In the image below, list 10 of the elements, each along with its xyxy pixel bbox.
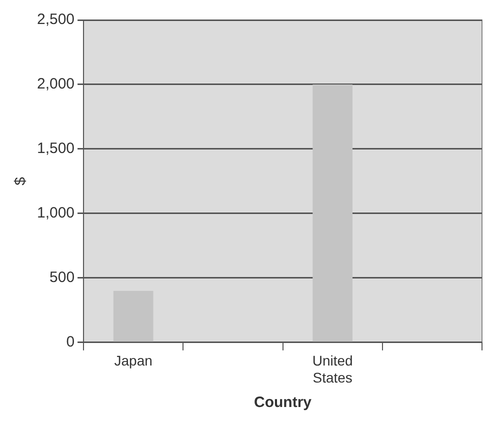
y-tick-label: 1,000 — [36, 204, 75, 222]
x-tick-label: United States — [312, 352, 353, 386]
y-tick-label: 500 — [50, 269, 75, 286]
y-tick-label: 2,000 — [36, 76, 75, 93]
x-tick-label: Japan — [114, 352, 152, 369]
y-tick-label: 1,500 — [36, 140, 75, 158]
x-axis-title: Country — [254, 394, 312, 412]
y-tick-label: 0 — [66, 334, 75, 351]
y-axis-title: $ — [12, 176, 30, 186]
y-tick-label: 2,500 — [36, 11, 75, 28]
